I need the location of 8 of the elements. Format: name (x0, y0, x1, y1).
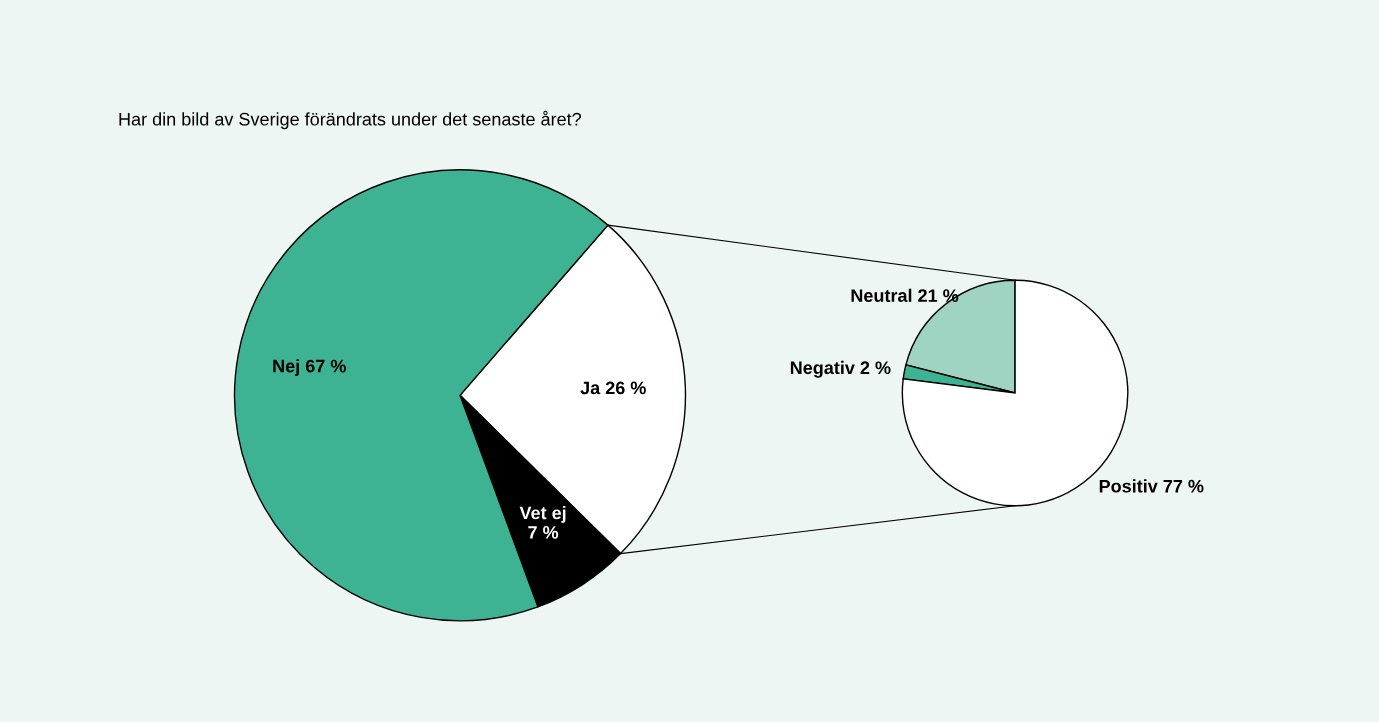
slice-label: Ja 26 % (580, 381, 646, 395)
slice-label: Vet ej (519, 506, 566, 523)
slice-label: Positiv 77 % (1099, 479, 1204, 493)
slice-label: Nej 67 % (273, 359, 346, 377)
slice-label: Negativ 2 % (790, 360, 891, 378)
data-label: 7 % (528, 525, 559, 539)
chart-title: Har din bild av Sverige förändrats under det senaste året? (119, 110, 582, 130)
slice-label: Neutral 21 % (851, 288, 959, 302)
